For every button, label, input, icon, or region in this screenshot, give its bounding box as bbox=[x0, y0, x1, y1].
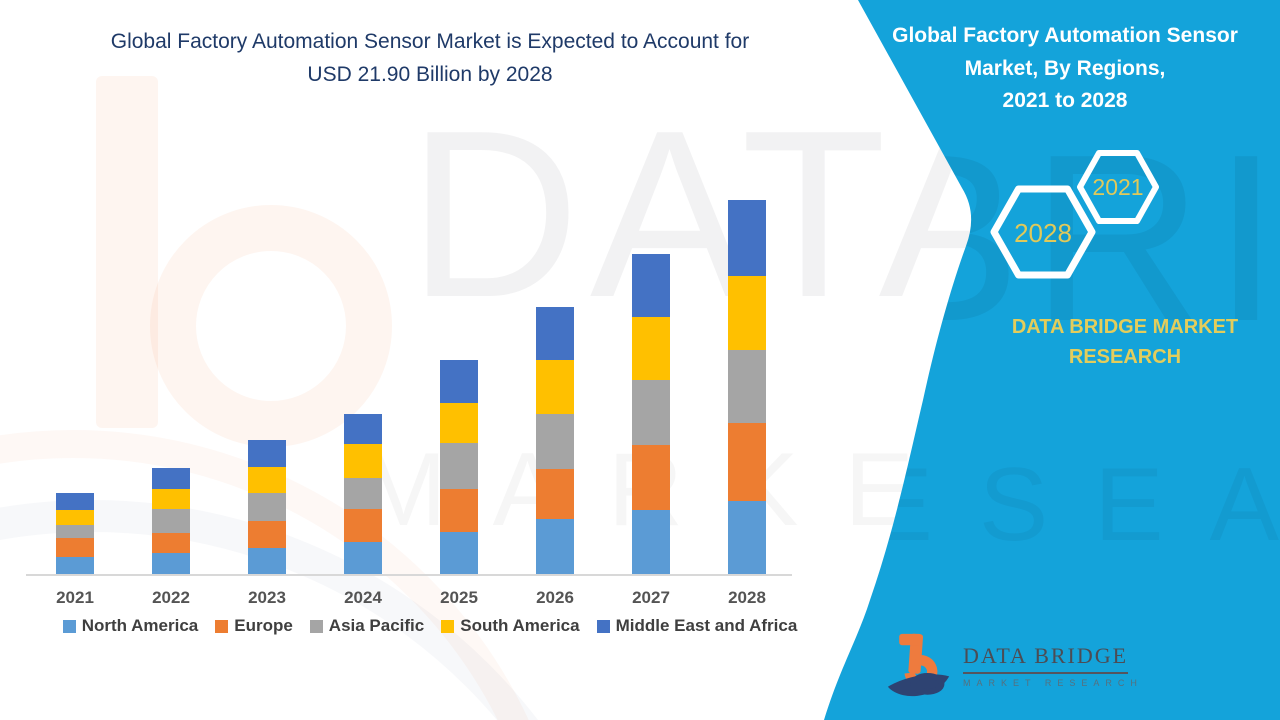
bar-segment-2021-middle-east-and-africa bbox=[56, 493, 94, 510]
bar-segment-2026-europe bbox=[536, 469, 574, 520]
legend-label-middle-east-and-africa: Middle East and Africa bbox=[615, 616, 798, 635]
bar-segment-2023-south-america bbox=[248, 466, 286, 493]
legend-label-south-america: South America bbox=[460, 616, 580, 635]
legend-label-north-america: North America bbox=[81, 616, 199, 635]
bar-segment-2028-middle-east-and-africa bbox=[728, 200, 766, 277]
bar-segment-2024-middle-east-and-africa bbox=[344, 413, 382, 444]
x-axis-label-2026: 2026 bbox=[536, 588, 574, 607]
x-axis-label-2025: 2025 bbox=[440, 588, 478, 607]
x-axis-label-2027: 2027 bbox=[632, 588, 670, 607]
bar-segment-2028-north-america bbox=[728, 501, 766, 575]
bar-segment-2028-asia-pacific bbox=[728, 350, 766, 423]
legend-swatch-middle-east-and-africa bbox=[596, 619, 610, 633]
chart-title: Global Factory Automation Sensor Market … bbox=[40, 26, 820, 91]
bar-segment-2022-europe bbox=[152, 533, 190, 554]
legend-item-middle-east-and-africa: Middle East and Africa bbox=[596, 616, 798, 636]
legend-swatch-south-america bbox=[441, 619, 455, 633]
bar-segment-2022-middle-east-and-africa bbox=[152, 468, 190, 490]
legend-swatch-north-america bbox=[62, 619, 76, 633]
x-axis-label-2021: 2021 bbox=[56, 588, 94, 607]
hexagon-2028 bbox=[990, 185, 1096, 279]
chart-legend: North America Europe Asia Pacific South Ame… bbox=[30, 616, 830, 636]
x-axis-label-2028: 2028 bbox=[728, 588, 766, 607]
hexagon-2021-label: 2021 bbox=[1092, 174, 1143, 200]
hexagon-2021 bbox=[1077, 150, 1159, 224]
bar-segment-2021-south-america bbox=[56, 509, 94, 525]
bar-segment-2027-europe bbox=[632, 444, 670, 510]
x-axis-labels: 2021 2022 2023 2024 2025 2026 2027 2028 bbox=[26, 588, 790, 612]
bar-segment-2025-south-america bbox=[440, 402, 478, 443]
bar-segment-2021-europe bbox=[56, 538, 94, 558]
bar-segment-2024-north-america bbox=[344, 541, 382, 575]
x-axis-label-2024: 2024 bbox=[344, 588, 382, 607]
panel-watermark-line2: MARKET RESEARCH bbox=[810, 447, 1280, 563]
bar-segment-2021-asia-pacific bbox=[56, 525, 94, 539]
legend-label-asia-pacific: Asia Pacific bbox=[328, 616, 425, 635]
legend-item-south-america: South America bbox=[441, 616, 580, 636]
brand-text-line2: RESEARCH bbox=[1068, 346, 1182, 368]
bar-segment-2022-south-america bbox=[152, 489, 190, 510]
watermark-logo-stem bbox=[96, 76, 158, 428]
x-axis-label-2023: 2023 bbox=[248, 588, 286, 607]
bar-segment-2023-north-america bbox=[248, 547, 286, 575]
bar-segment-2026-south-america bbox=[536, 360, 574, 415]
chart-title-line2: USD 21.90 Billion by 2028 bbox=[307, 62, 553, 86]
bar-segment-2025-asia-pacific bbox=[440, 443, 478, 490]
bar-2023 bbox=[248, 200, 286, 575]
bar-segment-2025-europe bbox=[440, 489, 478, 533]
bar-2021 bbox=[56, 200, 94, 575]
hexagon-badges: 2021 2028 bbox=[990, 150, 1159, 279]
bar-segment-2027-middle-east-and-africa bbox=[632, 253, 670, 317]
teal-panel-shape bbox=[824, 0, 1280, 720]
bar-segment-2022-asia-pacific bbox=[152, 509, 190, 534]
bar-segment-2023-europe bbox=[248, 520, 286, 548]
bar-segment-2023-asia-pacific bbox=[248, 492, 286, 521]
legend-item-north-america: North America bbox=[62, 616, 199, 636]
bar-segment-2022-north-america bbox=[152, 553, 190, 575]
bar-segment-2027-asia-pacific bbox=[632, 379, 670, 445]
bar-2027 bbox=[632, 200, 670, 575]
bar-segment-2024-south-america bbox=[344, 443, 382, 478]
chart-title-line1: Global Factory Automation Sensor Market … bbox=[110, 30, 750, 53]
brand-text: DATA BRIDGE MARKET RESEARCH bbox=[950, 312, 1280, 372]
data-bridge-logo-icon bbox=[887, 633, 950, 697]
legend-swatch-asia-pacific bbox=[309, 619, 323, 633]
bar-segment-2027-north-america bbox=[632, 509, 670, 575]
bar-segment-2026-asia-pacific bbox=[536, 414, 574, 470]
bar-segment-2025-middle-east-and-africa bbox=[440, 359, 478, 403]
legend-label-europe: Europe bbox=[234, 616, 293, 635]
plot-area bbox=[26, 200, 790, 575]
bar-segment-2026-middle-east-and-africa bbox=[536, 307, 574, 361]
hexagon-2028-label: 2028 bbox=[1014, 218, 1072, 248]
bar-segment-2025-north-america bbox=[440, 532, 478, 575]
logo-subtitle: MARKET RESEARCH bbox=[963, 677, 1143, 688]
panel-title-line3: 2021 to 2028 bbox=[1002, 89, 1128, 113]
bar-2025 bbox=[440, 200, 478, 575]
bar-segment-2028-europe bbox=[728, 422, 766, 502]
legend-item-asia-pacific: Asia Pacific bbox=[309, 616, 425, 636]
legend-swatch-europe bbox=[215, 619, 229, 633]
brand-text-line1: DATA BRIDGE MARKET bbox=[1011, 316, 1239, 338]
bar-segment-2024-asia-pacific bbox=[344, 477, 382, 509]
teal-panel: DATA BRIDGE MARKET RESEARCH bbox=[810, 0, 1280, 720]
bar-segment-2024-europe bbox=[344, 508, 382, 542]
panel-title-line1: Global Factory Automation Sensor bbox=[892, 24, 1238, 47]
data-bridge-logo: DATA BRIDGE MARKET RESEARCH bbox=[885, 632, 1143, 698]
bar-segment-2027-south-america bbox=[632, 316, 670, 380]
bar-2028 bbox=[728, 200, 766, 575]
panel-title-line2: Market, By Regions, bbox=[964, 56, 1166, 80]
bar-2024 bbox=[344, 200, 382, 575]
bar-2022 bbox=[152, 200, 190, 575]
panel-title: Global Factory Automation Sensor Market,… bbox=[880, 20, 1250, 118]
x-axis-label-2022: 2022 bbox=[152, 588, 190, 607]
x-axis-line bbox=[26, 574, 792, 576]
logo-name: DATA BRIDGE bbox=[963, 643, 1129, 674]
bar-segment-2021-north-america bbox=[56, 557, 94, 575]
bar-2026 bbox=[536, 200, 574, 575]
bar-segment-2023-middle-east-and-africa bbox=[248, 439, 286, 467]
bar-segment-2028-south-america bbox=[728, 276, 766, 350]
bar-segment-2026-north-america bbox=[536, 519, 574, 575]
legend-item-europe: Europe bbox=[215, 616, 293, 636]
